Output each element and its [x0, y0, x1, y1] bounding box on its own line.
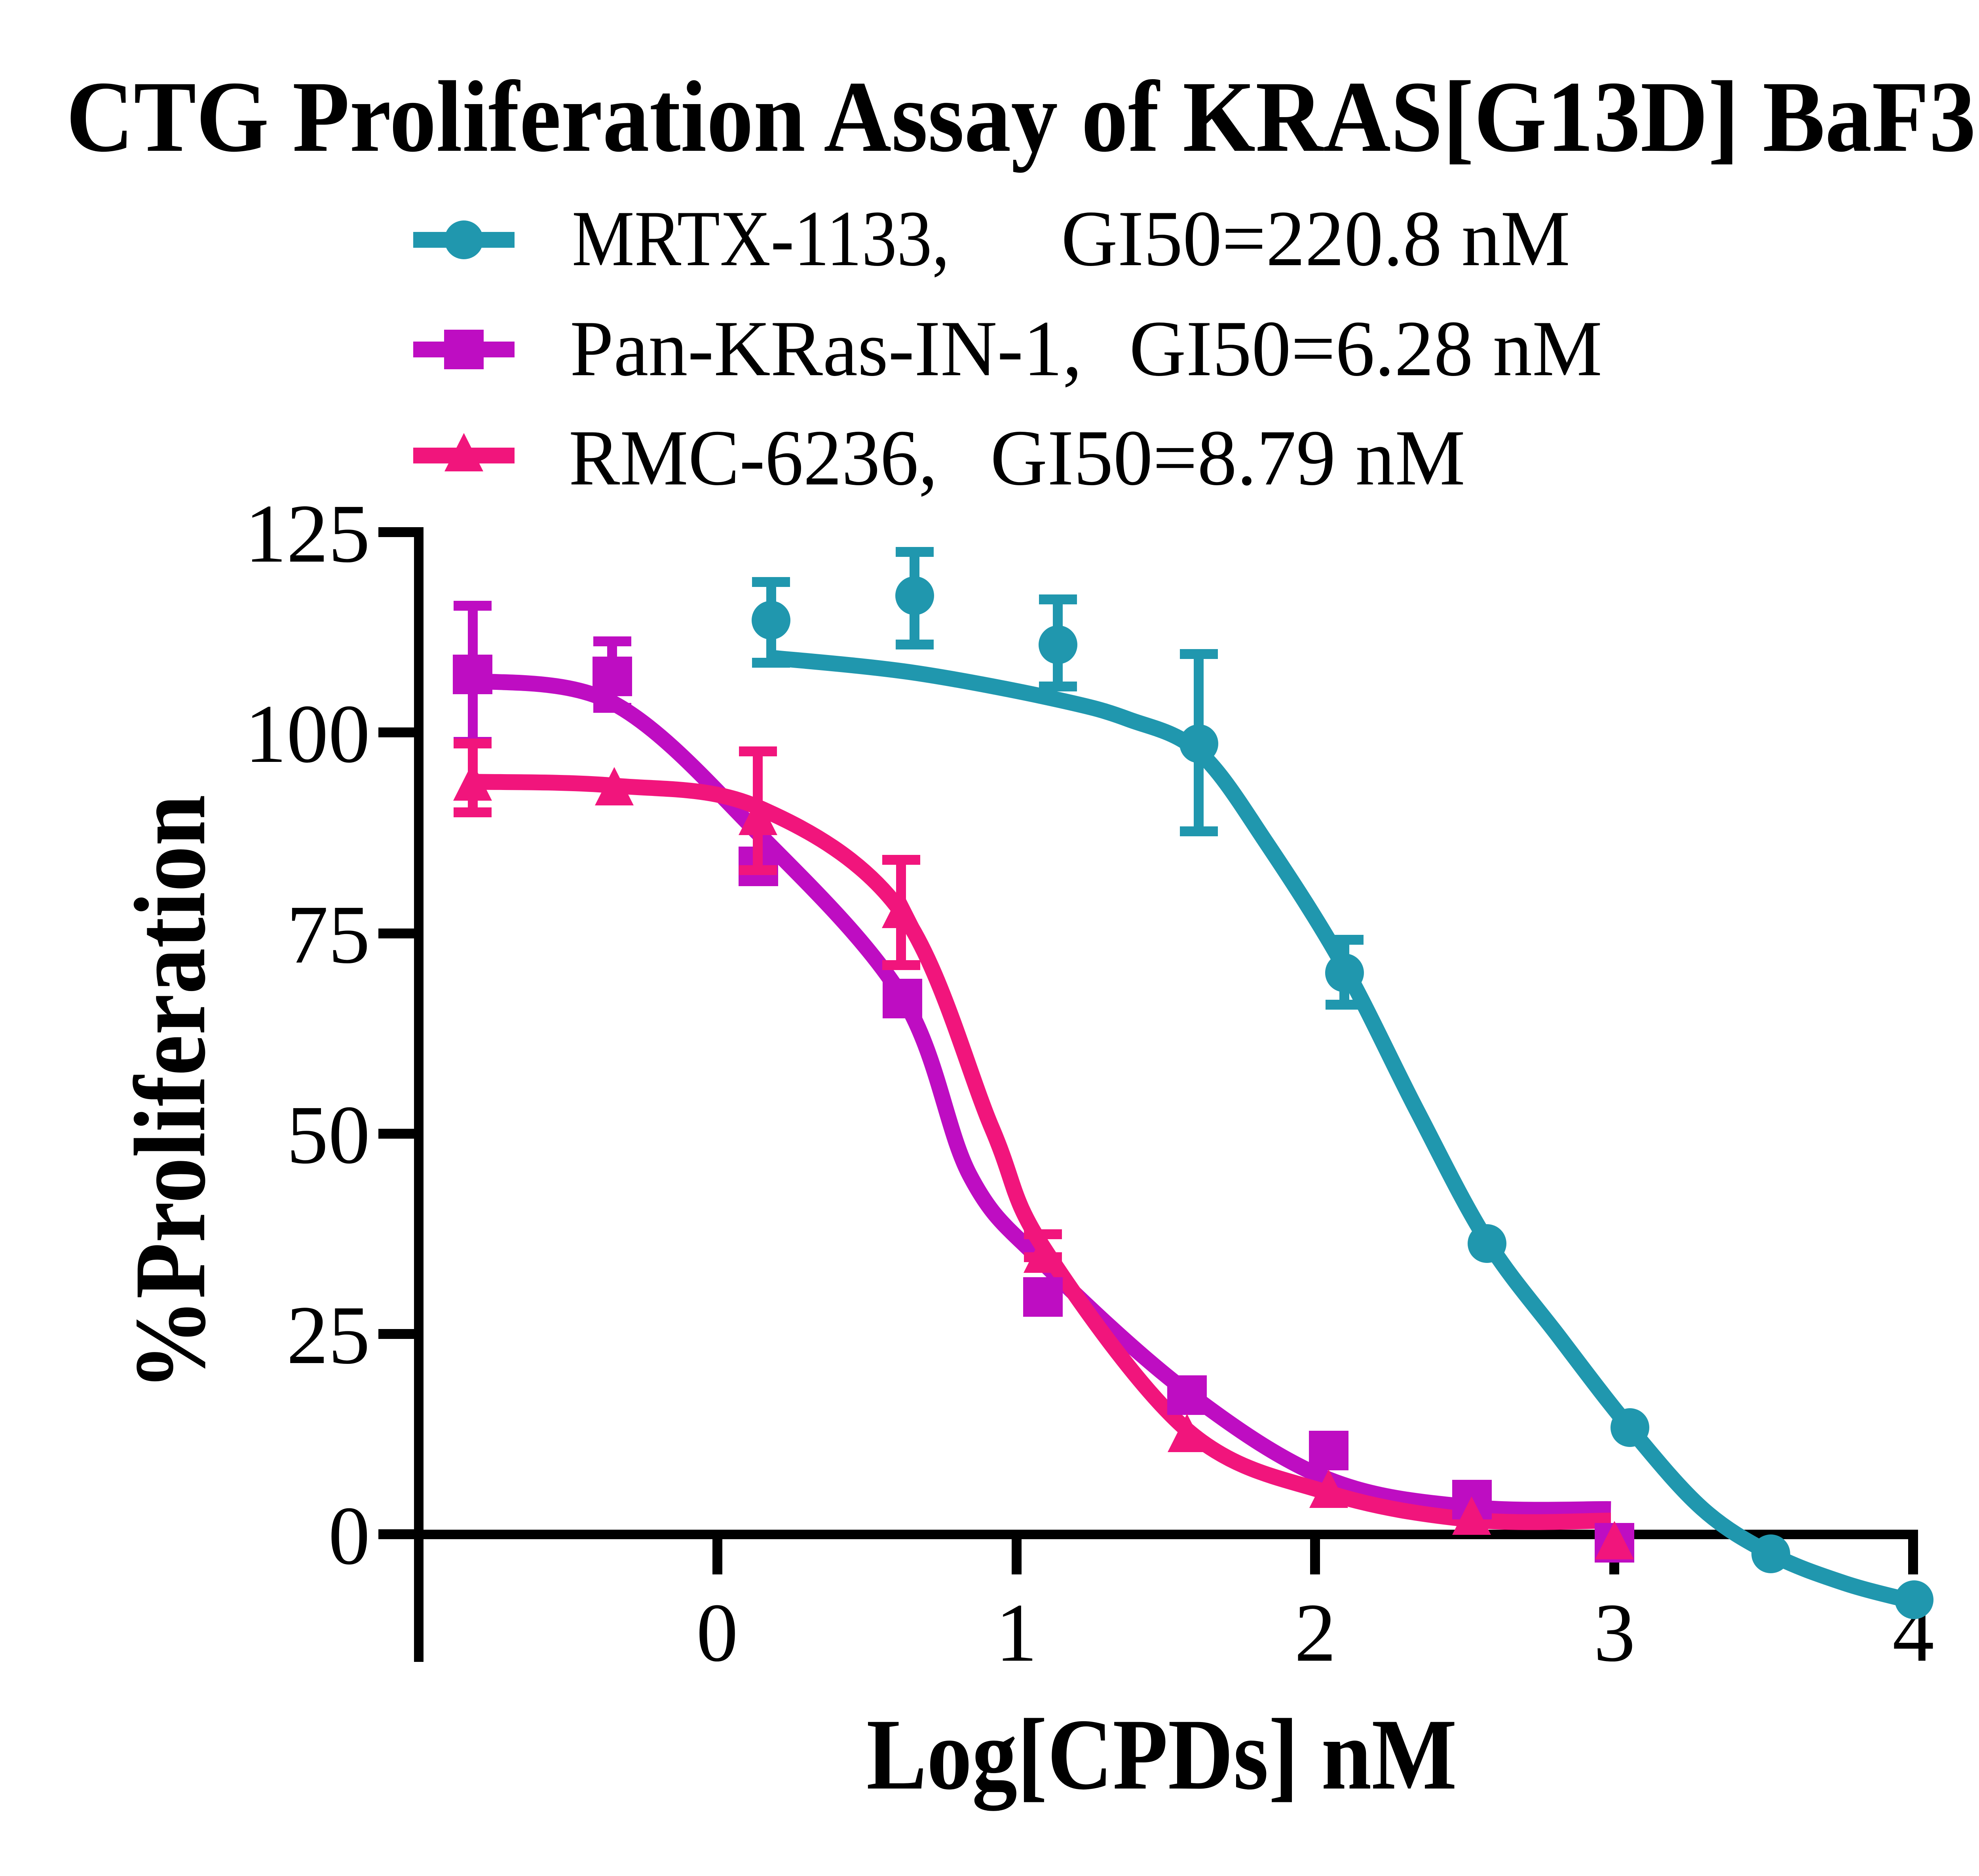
- svg-text:100: 100: [245, 687, 370, 780]
- svg-text:Pan-KRas-IN-1,: Pan-KRas-IN-1,: [570, 305, 1082, 393]
- svg-text:2: 2: [1294, 1586, 1336, 1679]
- svg-text:CTG Proliferation Assay of KRA: CTG Proliferation Assay of KRAS[G13D] Ba…: [66, 60, 1979, 173]
- svg-text:125: 125: [245, 487, 370, 580]
- svg-text:GI50=8.79 nM: GI50=8.79 nM: [990, 414, 1465, 502]
- svg-text:50: 50: [287, 1088, 370, 1181]
- svg-text:GI50=6.28 nM: GI50=6.28 nM: [1129, 305, 1602, 393]
- svg-text:1: 1: [995, 1586, 1037, 1679]
- svg-text:GI50=220.8 nM: GI50=220.8 nM: [1061, 195, 1570, 283]
- svg-text:Log[CPDs] nM: Log[CPDs] nM: [866, 1698, 1457, 1812]
- svg-text:25: 25: [287, 1289, 370, 1381]
- svg-text:75: 75: [287, 888, 370, 981]
- svg-text:RMC-6236,: RMC-6236,: [569, 414, 938, 502]
- svg-text:0: 0: [329, 1489, 370, 1582]
- svg-text:%Proliferation: %Proliferation: [114, 795, 226, 1391]
- svg-text:0: 0: [696, 1586, 738, 1679]
- svg-text:3: 3: [1593, 1586, 1635, 1679]
- svg-text:MRTX-1133,: MRTX-1133,: [572, 195, 950, 283]
